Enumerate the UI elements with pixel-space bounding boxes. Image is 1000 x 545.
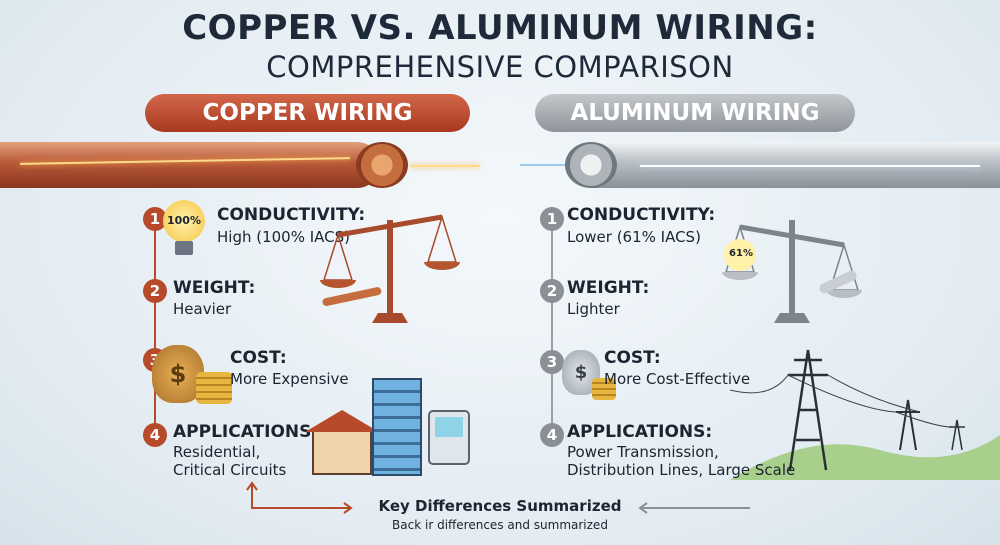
money-bag-icon: $ [152, 345, 204, 403]
house-icon [312, 430, 372, 475]
copper-label-4: APPLICATIONS: [173, 422, 319, 442]
aluminum-value-1: Lower (61% IACS) [567, 228, 701, 246]
footer-subtitle: Back ir differences and summarized [392, 518, 608, 532]
monitor-device-icon [428, 410, 470, 465]
copper-label-1: CONDUCTIVITY: [217, 205, 366, 225]
aluminum-num-1: 1 [540, 207, 564, 231]
lightbulb-icon: 100% [163, 200, 205, 242]
coins-icon [592, 378, 616, 400]
aluminum-value-4: Power Transmission, [567, 443, 719, 461]
copper-arrow [410, 165, 480, 167]
aluminum-label-3: COST: [604, 348, 661, 368]
aluminum-arrow [520, 164, 565, 166]
copper-label-3: COST: [230, 348, 287, 368]
transmission-tower-icon [730, 349, 1000, 480]
title-line-2: COMPREHENSIVE COMPARISON [266, 50, 734, 84]
aluminum-badge: 61% [729, 248, 753, 259]
aluminum-header: ALUMINUM WIRING [535, 94, 855, 132]
aluminum-timeline [551, 222, 553, 438]
copper-scale-icon [320, 214, 460, 323]
copper-value-1: High (100% IACS) [217, 228, 351, 246]
aluminum-num-3: 3 [540, 350, 564, 374]
aluminum-scale-icon [722, 220, 862, 323]
aluminum-label-2: WEIGHT: [567, 278, 650, 298]
aluminum-num-2: 2 [540, 279, 564, 303]
aluminum-value-3: More Cost-Effective [604, 370, 751, 388]
title-line-1: COPPER VS. ALUMINUM WIRING: [182, 8, 818, 48]
footer-arrows [246, 481, 750, 514]
copper-value-4: Residential, [173, 443, 261, 461]
footer-title: Key Differences Summarized [378, 497, 622, 515]
aluminum-value-4b: Distribution Lines, Large Scale [567, 461, 796, 479]
copper-num-4: 4 [143, 423, 167, 447]
copper-timeline [154, 222, 156, 438]
coins-icon [196, 372, 232, 404]
copper-value-2: Heavier [173, 300, 232, 318]
building-icon [372, 378, 422, 476]
copper-cable [0, 142, 380, 188]
aluminum-strands-icon [565, 142, 617, 188]
lightbulb-base [175, 241, 193, 255]
copper-strands-icon [356, 142, 408, 188]
aluminum-num-4: 4 [540, 423, 564, 447]
aluminum-value-2: Lighter [567, 300, 620, 318]
copper-label-2: WEIGHT: [173, 278, 256, 298]
copper-num-2: 2 [143, 279, 167, 303]
house-roof [305, 410, 379, 432]
aluminum-label-4: APPLICATIONS: [567, 422, 713, 442]
spark-line [640, 165, 980, 167]
aluminum-label-1: CONDUCTIVITY: [567, 205, 716, 225]
copper-value-4b: Critical Circuits [173, 461, 287, 479]
copper-header: COPPER WIRING [145, 94, 470, 132]
copper-value-3: More Expensive [230, 370, 349, 388]
